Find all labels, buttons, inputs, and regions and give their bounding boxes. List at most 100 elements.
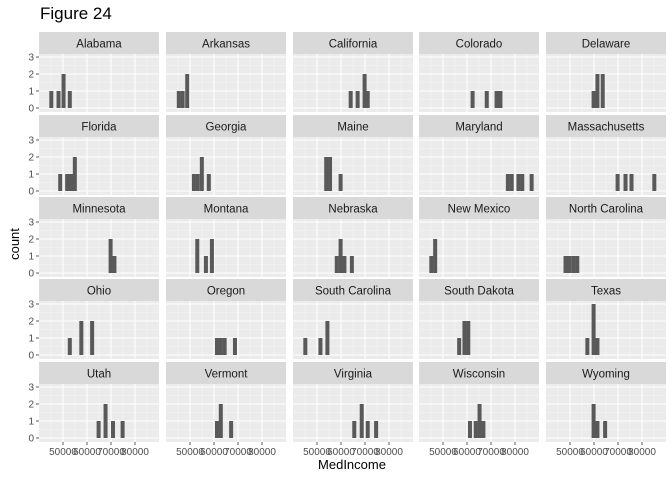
x-axis: MedIncome	[318, 457, 386, 472]
histogram-bar	[324, 157, 329, 191]
facet-strip	[546, 115, 666, 137]
facet-strip	[166, 32, 286, 54]
histogram-bar	[520, 174, 525, 191]
facet-strip-label: Wisconsin	[453, 369, 505, 381]
y-tick-label: 0	[28, 187, 34, 198]
histogram-bar	[359, 404, 364, 438]
facet-strip-label: Alabama	[76, 39, 122, 51]
histogram-bar	[629, 174, 634, 191]
histogram-bar	[591, 91, 596, 108]
facet-panel: Minnesota 0 1 2 3	[28, 197, 159, 280]
facet-panels: Alabama 0 1 2 3 Arkansas California Colorado Del…	[28, 32, 666, 458]
facet-strip	[293, 362, 413, 384]
x-tick-label: 50000	[176, 447, 204, 458]
histogram-bar	[362, 74, 367, 108]
y-tick-label: 3	[28, 218, 34, 229]
histogram-bar	[318, 338, 323, 355]
x-tick-label: 60000	[580, 447, 608, 458]
facet-strip-label: Minnesota	[72, 204, 126, 216]
histogram-bar	[214, 421, 219, 438]
histogram-bar	[103, 404, 108, 438]
histogram-bar	[352, 421, 357, 438]
histogram-bar	[69, 174, 74, 191]
histogram-bar	[303, 338, 308, 355]
x-tick-label: 80000	[501, 447, 529, 458]
x-tick-label: 80000	[628, 447, 656, 458]
histogram-bar	[529, 174, 534, 191]
y-tick-label: 3	[28, 136, 34, 147]
histogram-bar	[623, 174, 628, 191]
facet-panel: Colorado	[419, 32, 539, 112]
histogram-bar	[498, 91, 503, 108]
histogram-bar	[222, 338, 227, 355]
histogram-bar	[477, 404, 482, 438]
histogram-bar	[229, 421, 234, 438]
y-tick-label: 1	[28, 170, 34, 181]
facet-strip	[166, 279, 286, 301]
facet-strip	[293, 32, 413, 54]
facet-strip-label: Massachusetts	[568, 122, 645, 134]
histogram-bar	[652, 174, 657, 191]
x-tick-label: 60000	[327, 447, 355, 458]
facet-panel: Florida 0 1 2 3	[28, 115, 159, 198]
y-axis-title: count	[7, 228, 22, 260]
facet-panel: Arkansas	[166, 32, 286, 112]
facet-strip	[293, 115, 413, 137]
facet-strip	[546, 279, 666, 301]
histogram-bar	[591, 304, 596, 355]
histogram-bar	[365, 421, 370, 438]
histogram-bar	[108, 239, 113, 273]
histogram-bar	[595, 74, 600, 108]
facet-strip-label: Nebraska	[328, 204, 378, 216]
histogram-bar	[516, 174, 521, 191]
facet-strip-label: Georgia	[206, 122, 248, 134]
facet-strip-label: Delaware	[582, 39, 631, 51]
facet-strip-label: North Carolina	[569, 204, 644, 216]
facet-strip-label: New Mexico	[448, 204, 511, 216]
histogram-bar	[209, 239, 214, 273]
histogram-bar	[467, 421, 472, 438]
histogram-bar	[355, 91, 360, 108]
histogram-bar	[591, 404, 596, 438]
histogram-bar	[90, 321, 95, 355]
facet-strip	[419, 279, 539, 301]
facet-strip-label: Utah	[87, 369, 111, 381]
facet-strip	[546, 32, 666, 54]
facet-panel: Nebraska	[293, 197, 413, 277]
facet-strip	[546, 362, 666, 384]
histogram-bar	[328, 157, 333, 191]
y-tick-label: 3	[28, 300, 34, 311]
facet-panel: Maine	[293, 115, 413, 195]
facet-strip	[39, 32, 159, 54]
facet-panel: Delaware	[546, 32, 666, 112]
histogram-bar	[365, 91, 370, 108]
facet-panel: Texas	[546, 279, 666, 359]
histogram-bar	[348, 91, 353, 108]
y-tick-label: 0	[28, 434, 34, 445]
histogram-bar	[112, 256, 117, 273]
histogram-bar	[462, 321, 467, 355]
histogram-bar	[111, 421, 116, 438]
x-tick-label: 60000	[453, 447, 481, 458]
x-tick-label: 60000	[73, 447, 101, 458]
facet-strip	[166, 362, 286, 384]
y-tick-label: 3	[28, 383, 34, 394]
histogram-bar	[585, 338, 590, 355]
x-tick-label: 70000	[351, 447, 379, 458]
histogram-bar	[191, 174, 196, 191]
y-tick-label: 3	[28, 53, 34, 64]
facet-strip-label: Wyoming	[582, 369, 630, 381]
x-tick-label: 70000	[224, 447, 252, 458]
histogram-bar	[49, 91, 54, 108]
histogram-bar	[199, 157, 204, 191]
facet-strip-label: South Dakota	[444, 286, 514, 298]
x-tick-label: 50000	[556, 447, 584, 458]
histogram-bar	[429, 256, 434, 273]
facet-panel: Georgia	[166, 115, 286, 195]
histogram-bar	[470, 91, 475, 108]
facet-panel: Massachusetts	[546, 115, 666, 195]
y-tick-label: 2	[28, 317, 34, 328]
